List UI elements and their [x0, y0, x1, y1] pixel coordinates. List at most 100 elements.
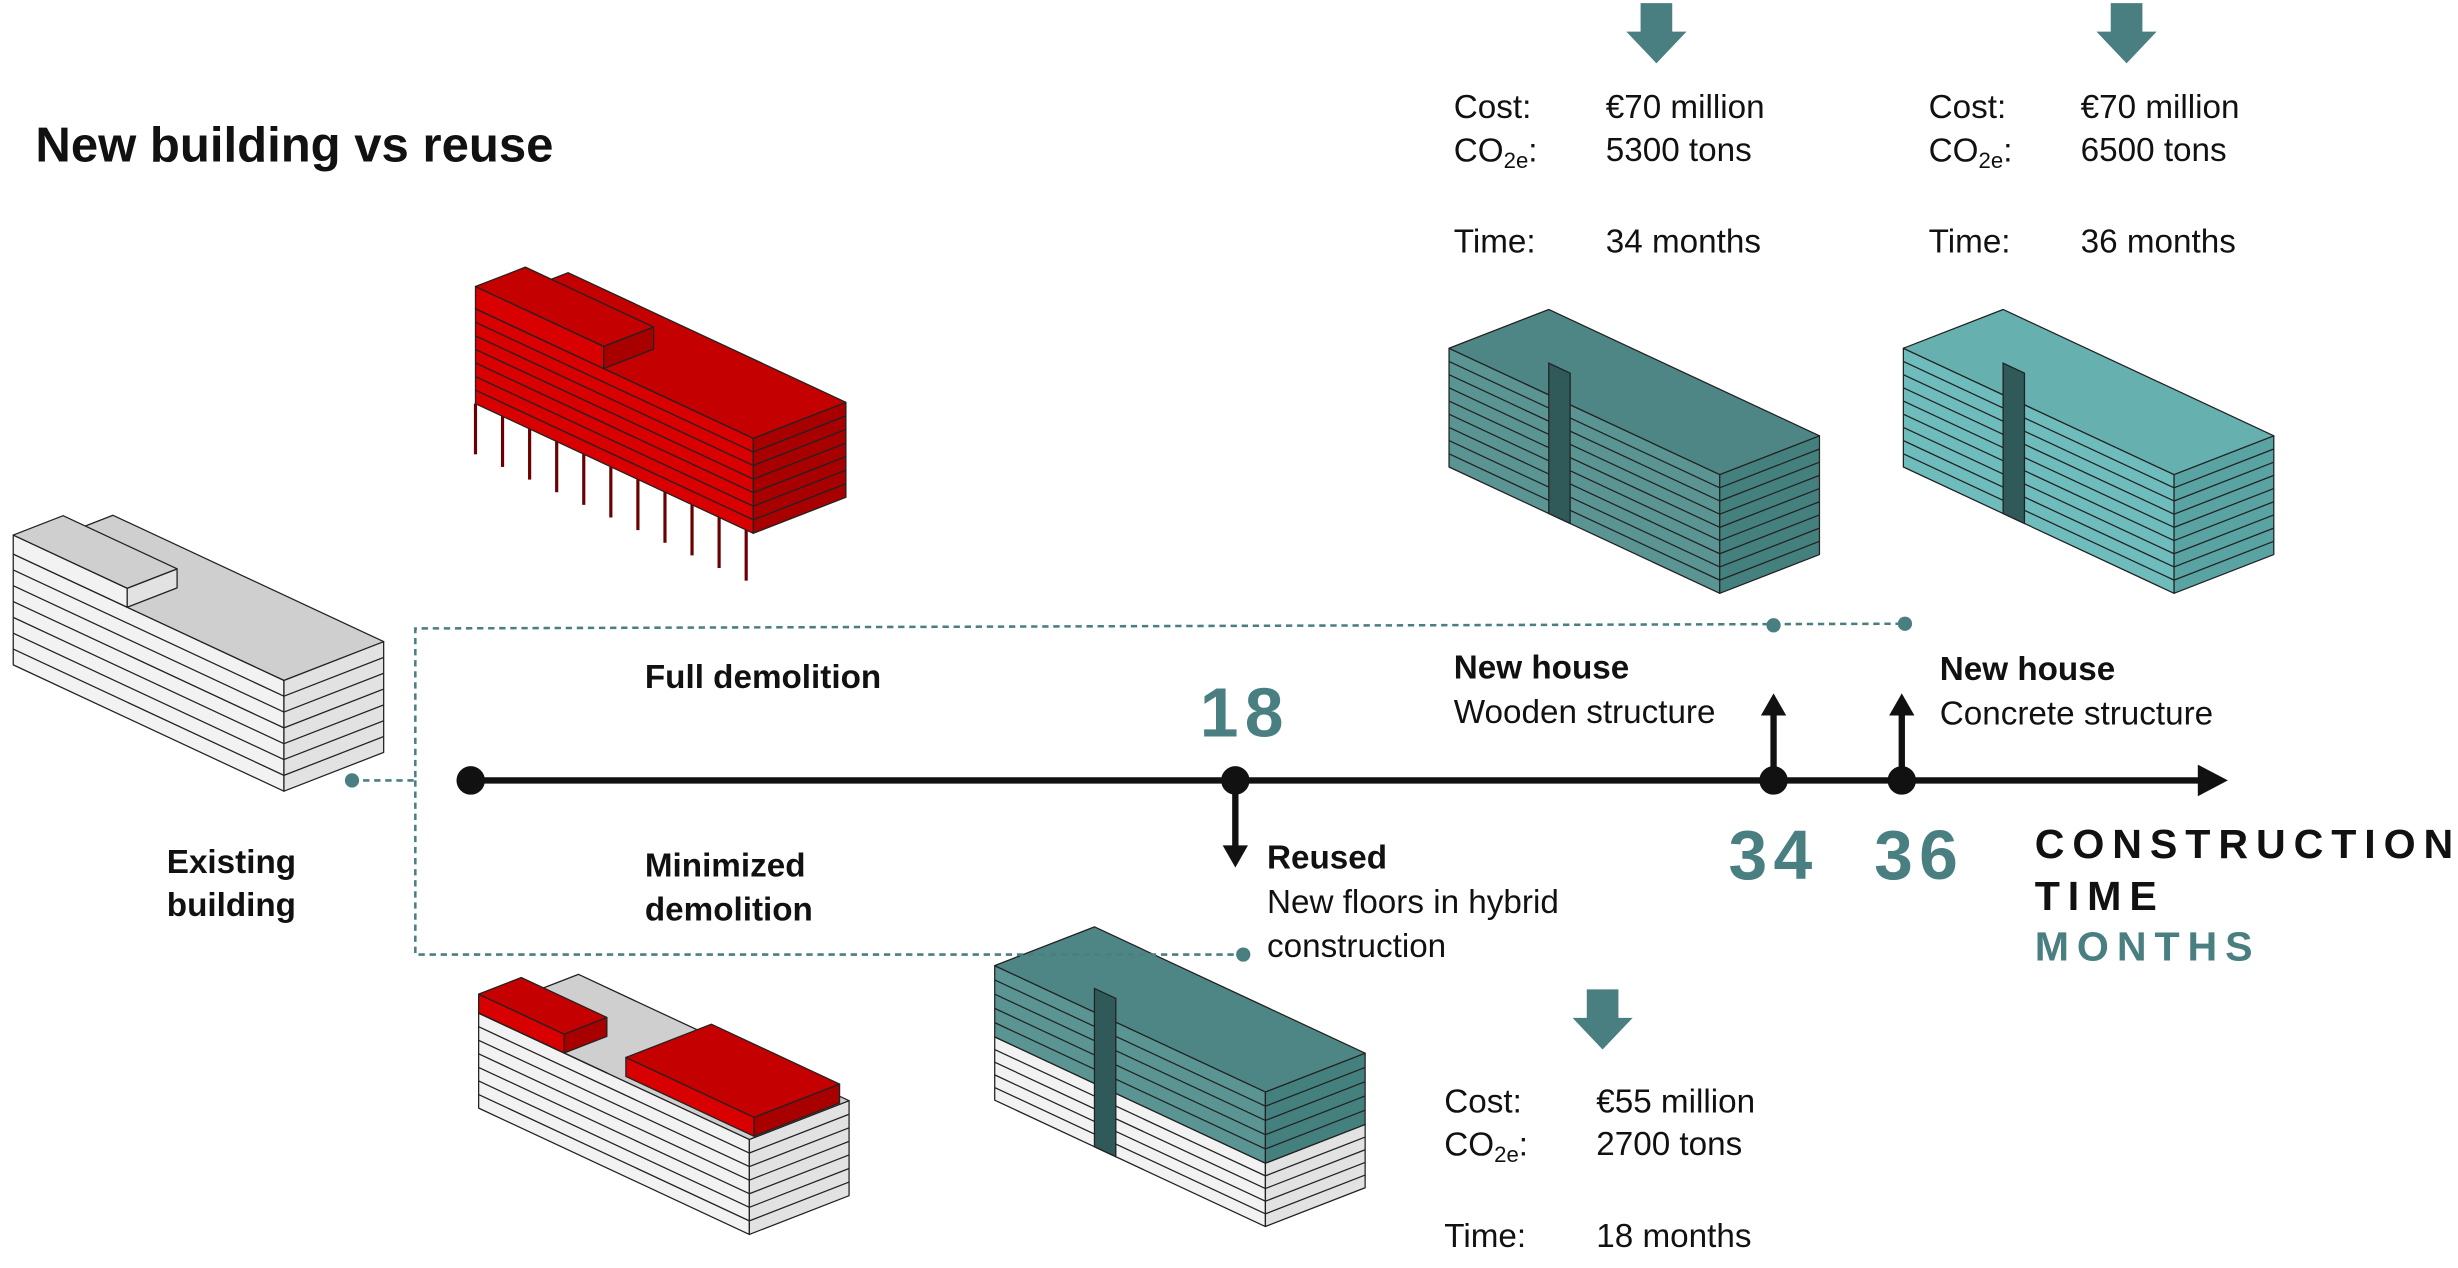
building-block [474, 266, 655, 370]
co2-colon: : [2003, 132, 2012, 169]
teal-arrow [2096, 3, 2157, 64]
outcome-title: New house [1454, 650, 1629, 687]
metric-value: 2700 tons [1596, 1126, 1742, 1163]
floor-line [478, 1053, 850, 1181]
connector-dots [344, 616, 1913, 962]
co2-subscript: 2e [1979, 147, 2004, 172]
floor-line [12, 569, 384, 697]
floor-line [994, 979, 1366, 1107]
floor-line [1448, 440, 1820, 568]
milestone-number: 36 [1874, 816, 1964, 894]
dot [1766, 618, 1781, 633]
floor-line [475, 335, 847, 467]
floor-line [1448, 400, 1820, 528]
connector [352, 622, 1905, 782]
path-label: Full demolition [645, 659, 881, 696]
outcome-title: New house [1940, 651, 2115, 688]
metric-label: Time: [1444, 1218, 1526, 1255]
building-block [994, 926, 1366, 1164]
metric-value: 34 months [1606, 224, 1761, 261]
floor-line [478, 1093, 850, 1222]
floor-line [994, 1086, 1366, 1215]
floor-line [1903, 387, 2275, 515]
outcome-description: construction [1267, 928, 1446, 965]
building-block [625, 1023, 841, 1137]
floor-line [1448, 413, 1820, 542]
metric-value: €70 million [1606, 89, 1765, 126]
metric-value: 18 months [1596, 1218, 1751, 1255]
co2-subscript: 2e [1494, 1142, 1519, 1167]
floor-line [12, 585, 384, 713]
metric-label: Cost: [1454, 89, 1532, 126]
floor-line [478, 1039, 850, 1168]
dot [344, 773, 360, 788]
floor-line [1903, 360, 2275, 489]
timeline-arrowhead [2197, 764, 2228, 797]
floor-line [994, 1061, 1366, 1190]
outcome-title: Reused [1267, 839, 1387, 876]
floor-line [12, 600, 384, 729]
floor-line [478, 1026, 850, 1154]
floor-line [475, 362, 847, 494]
dot [1897, 616, 1913, 631]
co2: CO [1929, 132, 1979, 169]
floor-line [1903, 453, 2275, 581]
dot [1236, 947, 1251, 962]
roof [12, 515, 178, 589]
building-block [478, 1012, 608, 1074]
outcome-description: New floors in hybrid [1267, 884, 1559, 921]
roof [994, 926, 1366, 1093]
co2: CO [1454, 132, 1504, 169]
floor-line [12, 616, 384, 745]
floor-line [1903, 440, 2275, 568]
milestone-arrowhead [1760, 693, 1787, 716]
co2-colon: : [1528, 132, 1537, 169]
roof [478, 1012, 608, 1074]
axis-unit: MONTHS [2035, 924, 2261, 970]
core [1548, 362, 1571, 525]
existing-label: Existing [167, 844, 296, 881]
floor-line [994, 993, 1366, 1122]
metric-value: 5300 tons [1606, 132, 1752, 169]
axis-label: TIME [2035, 873, 2165, 919]
floor-line [12, 648, 384, 776]
floor-line [994, 1007, 1366, 1136]
milestone-arrowhead [1222, 845, 1248, 868]
roof [1902, 308, 2275, 476]
building-block [1902, 308, 2275, 594]
metric-label: Cost: [1444, 1083, 1522, 1120]
floor-line [478, 1080, 850, 1208]
path-label: Minimized [645, 847, 806, 884]
outcome-description: Concrete structure [1940, 695, 2213, 732]
floor-line [475, 321, 847, 453]
floor-line [478, 1066, 850, 1195]
building-block [1448, 308, 1821, 594]
metric-value: 6500 tons [2081, 132, 2227, 169]
floor-line [475, 389, 847, 521]
co2-subscript: 2e [1504, 147, 1529, 172]
outcome: 34 New house Wooden structure Cost: €70 mill… [1454, 3, 1818, 894]
co2: CO [1444, 1126, 1494, 1163]
milestone-number: 18 [1200, 673, 1290, 751]
outcome: 36 New house Concrete structure Cost: €70 mi… [1874, 3, 2240, 894]
existing-label: building [167, 887, 296, 924]
floor-line [1903, 426, 2275, 555]
metric-label: Cost: [1929, 89, 2007, 126]
roof [1448, 308, 1821, 476]
floor-line [1448, 374, 1820, 502]
building-block [478, 976, 608, 1054]
metric-value: 36 months [2081, 224, 2236, 261]
milestone-number: 34 [1728, 816, 1818, 894]
metric-value: €70 million [2081, 89, 2240, 126]
outcomes: 18 Reused New floors in hybrid construction… [1200, 3, 2240, 1255]
core [1093, 987, 1117, 1158]
metric-label: CO2e: [1454, 132, 1538, 172]
roof [478, 976, 608, 1035]
floor-line [1448, 453, 1820, 581]
floor-line [994, 1048, 1366, 1177]
buildings [12, 266, 2275, 1236]
roof [625, 1023, 841, 1118]
core [2002, 362, 2026, 525]
